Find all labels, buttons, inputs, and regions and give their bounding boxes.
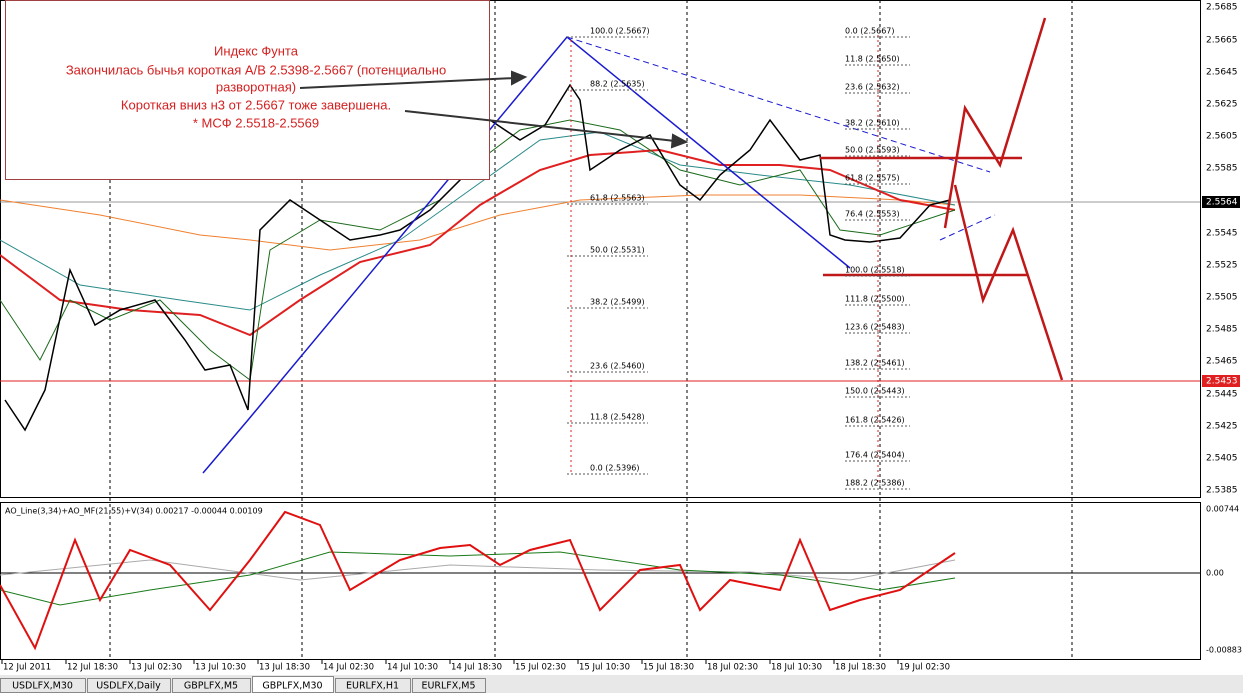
time-label: 14 Jul 18:30 (451, 663, 502, 673)
fib-left-label: 50.0 (2.5531) (590, 246, 645, 255)
indicator-axis-label: 0.00744 (1206, 505, 1239, 514)
time-label: 12 Jul 18:30 (67, 663, 118, 673)
fib-right-label: 100.0 (2.5518) (845, 266, 905, 275)
price-label: 2.5545 (1206, 229, 1238, 239)
time-label: 15 Jul 10:30 (579, 663, 630, 673)
price-label: 2.5585 (1206, 164, 1238, 174)
indicator-gray (0, 559, 956, 581)
tab-label[interactable]: EURLFX,H1 (346, 681, 399, 692)
fib-left-label: 23.6 (2.5460) (590, 362, 645, 371)
price (4, 83, 951, 432)
price-label: 2.5425 (1206, 422, 1238, 432)
fib-left-label: 61.8 (2.5563) (590, 194, 645, 203)
wave-line (202, 35, 851, 474)
time-label: 18 Jul 10:30 (771, 663, 822, 673)
channel-top (566, 36, 991, 173)
price-label: 2.5465 (1206, 357, 1238, 367)
ma-fast (0, 148, 956, 337)
price-label: 2.5445 (1206, 390, 1238, 400)
annotation: Индекс Фунта Закончилась бычья короткая A… (66, 43, 446, 130)
fib-left-label: 11.8 (2.5428) (590, 413, 645, 422)
fib-right-label: 123.6 (2.5483) (845, 323, 905, 332)
tab-label[interactable]: GBPLFX,M30 (262, 681, 322, 692)
tab-label[interactable]: GBPLFX,M5 (184, 681, 238, 692)
time-label: 13 Jul 02:30 (131, 663, 182, 673)
level-price: 2.5453 (1206, 377, 1238, 387)
indicator-axis-label: 0.00 (1206, 569, 1224, 578)
time-label: 18 Jul 02:30 (707, 663, 758, 673)
fib-right-label: 76.4 (2.5553) (845, 210, 900, 219)
annotation-line: Индекс Фунта (214, 43, 299, 58)
time-label: 13 Jul 10:30 (195, 663, 246, 673)
ma-mid (0, 131, 956, 311)
fib-right-label: 23.6 (2.5632) (845, 83, 900, 92)
current-price: 2.5564 (1206, 198, 1238, 208)
time-label: 12 Jul 2011 (3, 663, 51, 673)
indicator-frame (0, 502, 1201, 660)
fib-left-label: 38.2 (2.5499) (590, 298, 645, 307)
annotation-line: разворотная) (216, 79, 296, 94)
time-label: 13 Jul 18:30 (259, 663, 310, 673)
fib-left-label: 0.0 (2.5396) (590, 464, 640, 473)
channel-bottom (939, 214, 996, 241)
fib-right-label: 50.0 (2.5593) (845, 146, 900, 155)
tab-label[interactable]: EURLFX,M5 (421, 681, 475, 692)
annotation-line: * МСФ 2.5518-2.5569 (193, 115, 319, 130)
price-label: 2.5385 (1206, 486, 1238, 496)
price-label: 2.5665 (1206, 36, 1238, 46)
price-label: 2.5625 (1206, 100, 1238, 110)
time-label: 14 Jul 02:30 (323, 663, 374, 673)
tab-label[interactable]: USDLFX,Daily (96, 681, 161, 692)
time-label: 15 Jul 02:30 (515, 663, 566, 673)
price-label: 2.5505 (1206, 293, 1238, 303)
annotation-line: Короткая вниз н3 от 2.5667 тоже завершен… (121, 97, 391, 112)
annotation-line: Закончилась бычья короткая A/B 2.5398-2.… (66, 62, 446, 77)
time-label: 14 Jul 10:30 (387, 663, 438, 673)
price-label: 2.5685 (1206, 3, 1238, 13)
fib-right-label: 150.0 (2.5443) (845, 387, 905, 396)
time-label: 18 Jul 18:30 (835, 663, 886, 673)
price-label: 2.5525 (1206, 261, 1238, 271)
fib-right-label: 111.8 (2.5500) (845, 295, 905, 304)
indicator-green (0, 551, 956, 606)
time-label: 19 Jul 02:30 (899, 663, 950, 673)
fib-left-label: 100.0 (2.5667) (590, 27, 650, 36)
price-label: 2.5645 (1206, 68, 1238, 78)
fib-right-label: 176.4 (2.5404) (845, 451, 905, 460)
fib-right-label: 61.8 (2.5575) (845, 174, 900, 183)
scenario-down (953, 184, 1064, 381)
indicator-label: AO_Line(3,34)+AO_MF(21,55)+V(34) 0.00217… (5, 507, 263, 516)
annotation-box (5, 0, 490, 180)
fib-right-label: 11.8 (2.5650) (845, 55, 900, 64)
tab-label[interactable]: USDLFX,M30 (12, 681, 73, 692)
fib-left-label: 88.2 (2.5635) (590, 80, 645, 89)
price-label: 2.5405 (1206, 454, 1238, 464)
arrows (299, 70, 689, 149)
indicator-axis-label: -0.00883 (1206, 646, 1242, 655)
time-label: 15 Jul 18:30 (643, 663, 694, 673)
fib-right-label: 138.2 (2.5461) (845, 359, 905, 368)
level-price-box (1202, 375, 1240, 387)
price-label: 2.5605 (1206, 132, 1238, 142)
fib-right-label: 161.8 (2.5426) (845, 416, 905, 425)
labels: 2.5685 2.5665 2.5645 2.5625 2.5605 2.5585 2.55… (0, 3, 1242, 693)
scenario-up (943, 17, 1047, 229)
fib-right-label: 0.0 (2.5667) (845, 27, 895, 36)
indicator-red (0, 510, 956, 651)
fib-right-label: 38.2 (2.5610) (845, 119, 900, 128)
current-price-box (1202, 196, 1240, 208)
price-label: 2.5485 (1206, 325, 1238, 335)
fib-right-label: 188.2 (2.5386) (845, 479, 905, 488)
